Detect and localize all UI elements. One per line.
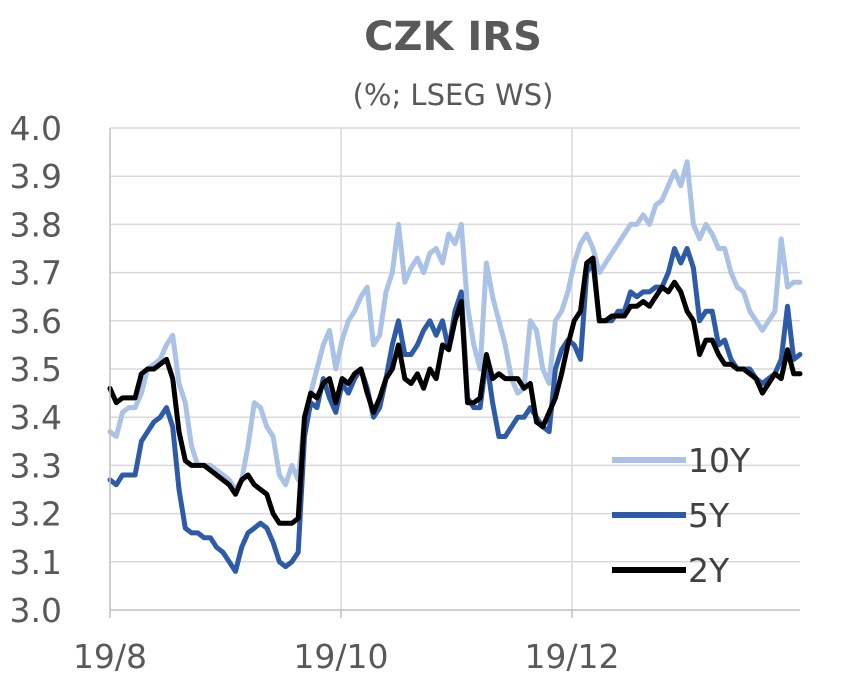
gridlines <box>110 127 800 610</box>
legend: 10Y 5Y 2Y <box>612 441 751 590</box>
legend-label-10y: 10Y <box>688 441 751 480</box>
x-tick-label: 19/10 <box>293 637 388 676</box>
y-tick-label: 4.0 <box>10 109 62 148</box>
series-line-5y <box>107 246 803 574</box>
y-tick-label: 3.9 <box>10 157 62 196</box>
chart-title: CZK IRS <box>364 14 542 60</box>
series-line-10y <box>107 159 803 492</box>
series-lines <box>107 159 803 574</box>
y-tick-label: 3.5 <box>10 350 62 389</box>
series-line-2y <box>107 255 803 526</box>
y-tick-label: 3.7 <box>10 254 62 293</box>
chart-subtitle: (%; LSEG WS) <box>353 78 554 112</box>
x-axis-tick-labels: 19/8 19/10 19/12 <box>73 637 620 676</box>
y-tick-label: 3.1 <box>10 543 62 582</box>
y-tick-label: 3.6 <box>10 302 62 341</box>
y-axis-tick-labels: 4.0 3.9 3.8 3.7 3.6 3.5 3.4 3.3 3.2 3.1 3.0 <box>10 109 62 630</box>
axes <box>109 128 800 618</box>
legend-label-5y: 5Y <box>688 496 730 535</box>
y-tick-label: 3.3 <box>10 446 62 485</box>
x-tick-label: 19/8 <box>73 637 147 676</box>
y-tick-label: 3.0 <box>10 591 62 630</box>
y-tick-label: 3.8 <box>10 205 62 244</box>
y-tick-label: 3.2 <box>10 495 62 534</box>
x-tick-label: 19/12 <box>524 637 619 676</box>
legend-label-2y: 2Y <box>688 551 730 590</box>
y-tick-label: 3.4 <box>10 398 62 437</box>
